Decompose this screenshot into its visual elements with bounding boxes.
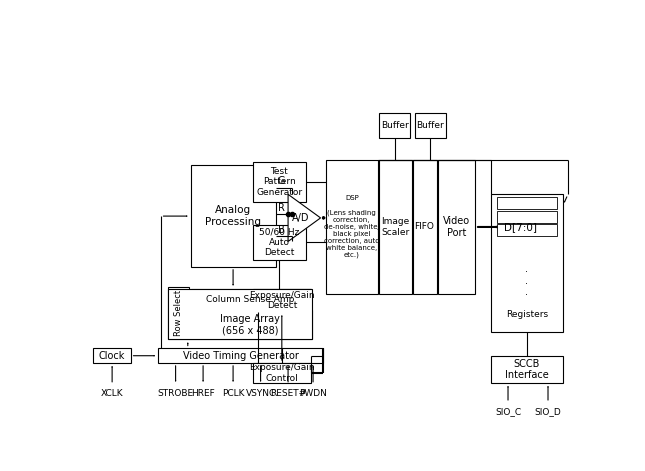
Bar	[168, 287, 189, 340]
Text: SCCB
Interface: SCCB Interface	[505, 358, 549, 380]
Text: XCLK: XCLK	[101, 389, 123, 398]
Text: Buffer: Buffer	[381, 121, 408, 130]
Text: FIFO: FIFO	[415, 222, 435, 231]
Bar	[191, 289, 311, 310]
Text: Video
Port: Video Port	[442, 216, 470, 238]
Text: D[7:0]: D[7:0]	[504, 222, 537, 232]
Text: G: G	[277, 176, 285, 186]
Bar	[253, 363, 311, 383]
Text: SIO_D: SIO_D	[535, 407, 561, 416]
Text: SIO_C: SIO_C	[495, 407, 521, 416]
Text: PCLK: PCLK	[222, 389, 244, 398]
Text: Analog
Processing: Analog Processing	[205, 205, 261, 227]
Text: STROBE: STROBE	[157, 389, 194, 398]
Bar	[253, 289, 311, 312]
Bar	[158, 349, 323, 363]
Polygon shape	[288, 195, 321, 242]
Bar	[191, 165, 275, 267]
Text: HREF: HREF	[191, 389, 215, 398]
Text: Clock: Clock	[99, 351, 125, 361]
Bar	[497, 197, 557, 209]
Bar	[326, 160, 378, 294]
Text: B: B	[277, 225, 284, 235]
Text: Test
Pattern
Generator: Test Pattern Generator	[256, 167, 303, 196]
Text: ·
·
·: · · ·	[525, 268, 528, 300]
Text: PWDN: PWDN	[299, 389, 327, 398]
Bar	[253, 162, 306, 202]
Text: DSP

(Lens shading
correction,
de-noise, white/
black pixel
correction, auto
whi: DSP (Lens shading correction, de-noise, …	[324, 195, 380, 259]
Bar	[253, 225, 306, 260]
Text: Video Timing Generator: Video Timing Generator	[183, 351, 299, 361]
Bar	[168, 289, 312, 340]
Bar	[413, 160, 437, 294]
Bar	[189, 310, 312, 340]
Text: R: R	[277, 203, 284, 212]
Text: Image Array
(656 x 488): Image Array (656 x 488)	[221, 314, 281, 336]
Text: 50/60 Hz
Auto
Detect: 50/60 Hz Auto Detect	[259, 227, 299, 257]
Bar	[379, 113, 410, 138]
Text: RESET#: RESET#	[270, 389, 306, 398]
Bar	[93, 349, 130, 363]
Text: Row Select: Row Select	[174, 290, 183, 336]
Text: Registers: Registers	[506, 310, 548, 319]
Bar	[437, 160, 475, 294]
Bar	[497, 225, 557, 236]
Bar	[415, 113, 446, 138]
Bar	[490, 356, 563, 383]
Text: A/D: A/D	[292, 213, 309, 223]
Text: Image
Scaler: Image Scaler	[381, 217, 410, 236]
Bar	[497, 211, 557, 223]
Text: Exposure/Gain
Control: Exposure/Gain Control	[249, 363, 315, 382]
Text: Column Sense Amp: Column Sense Amp	[206, 295, 295, 304]
Text: Exposure/Gain
Detect: Exposure/Gain Detect	[249, 291, 315, 310]
Text: VSYNC: VSYNC	[246, 389, 275, 398]
Bar	[379, 160, 412, 294]
Bar	[490, 195, 563, 332]
Text: Buffer: Buffer	[416, 121, 444, 130]
